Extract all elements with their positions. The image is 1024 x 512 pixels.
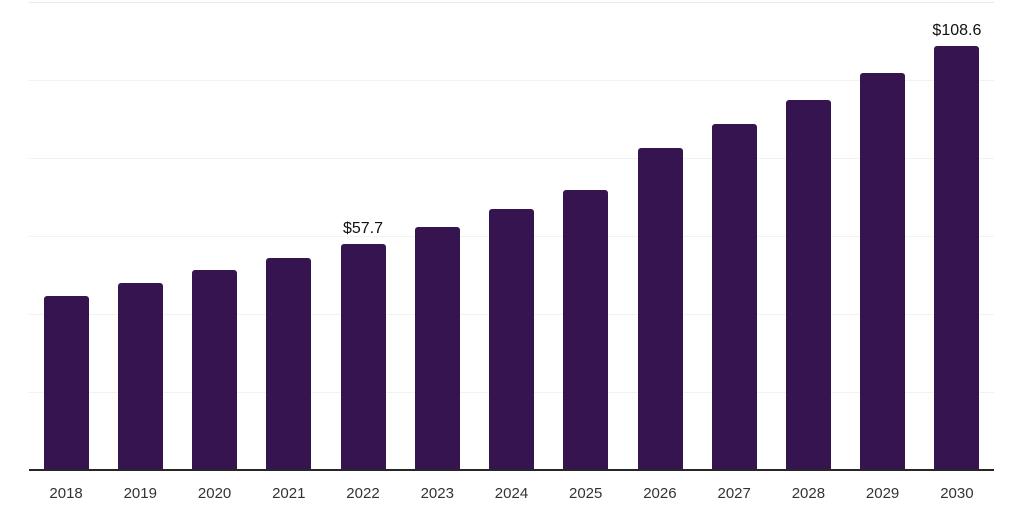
bar-2018[interactable] (43, 295, 89, 469)
bar-2021[interactable] (266, 258, 312, 469)
data-label-2022: $57.7 (342, 220, 384, 237)
x-tick-label-2025: 2025 (569, 485, 603, 502)
x-tick-label-2018: 2018 (49, 485, 83, 502)
x-axis-line (29, 469, 994, 471)
x-tick-label-2021: 2021 (272, 485, 306, 502)
bar-2026[interactable] (637, 148, 683, 469)
x-tick-label-2026: 2026 (643, 485, 677, 502)
bar-2023[interactable] (414, 226, 460, 469)
bar-2027[interactable] (711, 123, 757, 469)
bar-2020[interactable] (192, 270, 238, 469)
x-tick-label-2029: 2029 (865, 485, 900, 502)
gridline-80 (29, 158, 994, 159)
bar-2019[interactable] (117, 283, 163, 469)
bar-2028[interactable] (785, 100, 831, 469)
bar-2025[interactable] (563, 190, 609, 469)
x-tick-label-2020: 2020 (197, 485, 232, 502)
bar-2029[interactable] (860, 73, 906, 469)
bar-2022[interactable] (340, 244, 386, 469)
gridline-100 (29, 80, 994, 81)
x-tick-label-2019: 2019 (123, 485, 157, 502)
x-tick-label-2023: 2023 (420, 485, 454, 502)
bar-2030[interactable] (934, 45, 980, 469)
bar-2024[interactable] (489, 208, 534, 469)
x-tick-label-2022: 2022 (346, 485, 380, 502)
gridline-120 (29, 2, 994, 3)
x-tick-label-2030: 2030 (940, 485, 974, 502)
data-label-2030: $108.6 (932, 21, 982, 39)
x-tick-label-2028: 2028 (791, 485, 826, 502)
x-tick-label-2024: 2024 (494, 485, 529, 502)
x-tick-label-2027: 2027 (717, 485, 751, 502)
